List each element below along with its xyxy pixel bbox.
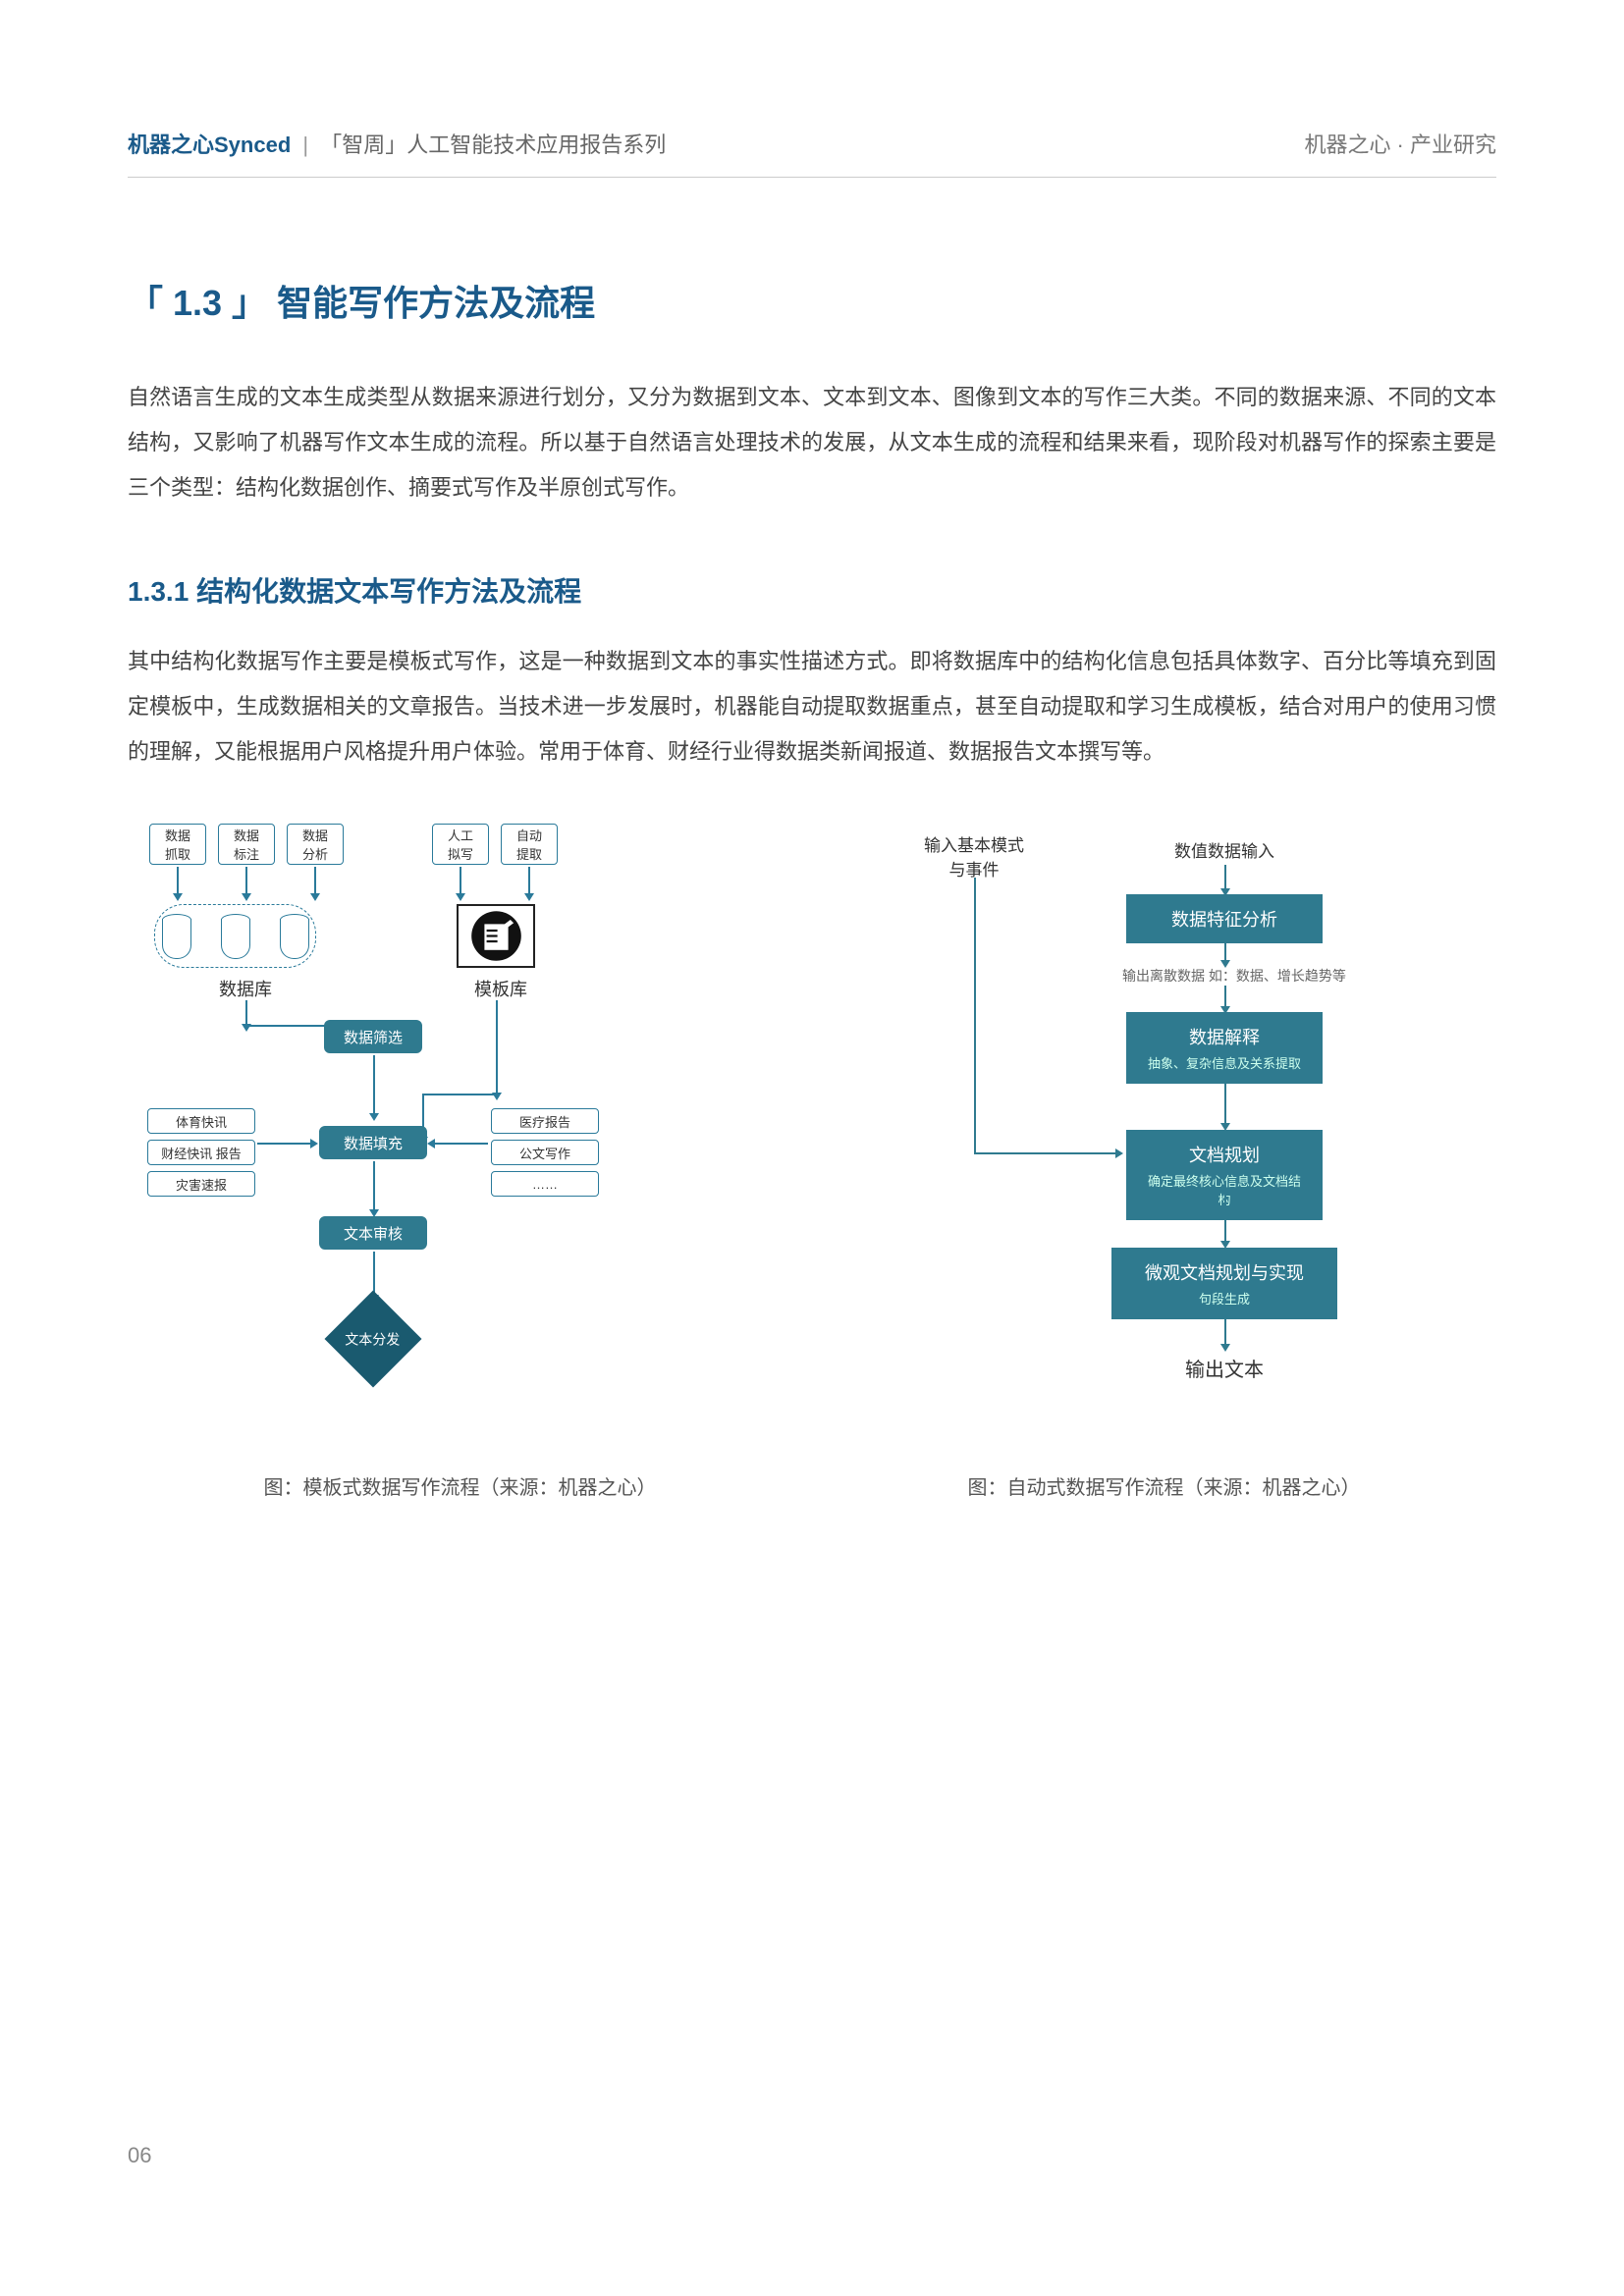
section-title-text: 智能写作方法及流程 xyxy=(277,283,595,323)
writing-icon xyxy=(469,909,523,963)
step-1-title: 数据特征分析 xyxy=(1171,906,1277,932)
content-area: 「 1.3 」 智能写作方法及流程 自然语言生成的文本生成类型从数据来源进行划分… xyxy=(128,275,1496,1500)
diagram-left-caption: 图：模板式数据写作流程（来源：机器之心） xyxy=(264,1471,657,1500)
arrow xyxy=(1224,1310,1226,1345)
diagram-right: 输入基本模式 与事件 数值数据输入 数据特征分析 输出离散数据 如：数据、增长趋… xyxy=(832,824,1496,1432)
section-intro: 自然语言生成的文本生成类型从数据来源进行划分，又分为数据到文本、文本到文本、图像… xyxy=(128,375,1496,511)
left-tag-2: 财经快讯 报告 xyxy=(147,1140,255,1165)
process-distribute: 文本分发 xyxy=(325,1291,422,1388)
arrow xyxy=(1224,865,1226,889)
right-tag-3: …… xyxy=(491,1171,599,1197)
step-3-title: 文档规划 xyxy=(1189,1142,1260,1167)
right-tag-2: 公文写作 xyxy=(491,1140,599,1165)
arrow xyxy=(245,1000,247,1025)
arrow xyxy=(1224,1193,1226,1242)
arrow xyxy=(314,867,316,894)
left-tag-3: 灾害速报 xyxy=(147,1171,255,1197)
header-left: 机器之心Synced | 「智周」人工智能技术应用报告系列 xyxy=(128,128,666,159)
diagram-left-column: 数据 抓取 数据 标注 数据 分析 人工 拟写 自动 提取 数据库 xyxy=(128,824,792,1500)
arrow xyxy=(1224,1075,1226,1124)
subsection-number: 1.3.1 xyxy=(128,576,189,607)
arrow xyxy=(177,867,179,894)
input-left: 输入基本模式 与事件 xyxy=(900,831,1048,881)
step-1: 数据特征分析 xyxy=(1126,894,1323,943)
arrow xyxy=(373,1161,375,1210)
diagram-right-column: 输入基本模式 与事件 数值数据输入 数据特征分析 输出离散数据 如：数据、增长趋… xyxy=(832,824,1496,1500)
arrow xyxy=(974,878,976,1152)
database-label: 数据库 xyxy=(196,976,295,1001)
step-4-sub: 句段生成 xyxy=(1199,1289,1250,1308)
header-right: 机器之心 · 产业研究 xyxy=(1304,128,1496,159)
template-library-icon xyxy=(457,904,535,968)
arrow xyxy=(1224,939,1226,961)
process-distribute-label: 文本分发 xyxy=(328,1330,416,1350)
arrow xyxy=(422,1094,496,1095)
template-label: 模板库 xyxy=(452,976,550,1001)
subsection-body: 其中结构化数据写作主要是模板式写作，这是一种数据到文本的事实性描述方式。即将数据… xyxy=(128,639,1496,775)
process-filter: 数据筛选 xyxy=(324,1020,422,1053)
arrow xyxy=(496,1000,498,1094)
brand-name: 机器之心Synced xyxy=(128,133,291,157)
step-2: 数据解释 抽象、复杂信息及关系提取 xyxy=(1126,1012,1323,1084)
subsection-title: 1.3.1 结构化数据文本写作方法及流程 xyxy=(128,570,1496,610)
step-2-sub: 抽象、复杂信息及关系提取 xyxy=(1148,1053,1301,1072)
top-box-3: 数据 分析 xyxy=(287,824,344,865)
header-divider: | xyxy=(302,133,308,157)
step-2-title: 数据解释 xyxy=(1189,1024,1260,1049)
top-box-2: 数据 标注 xyxy=(218,824,275,865)
input-right: 数值数据输入 xyxy=(1146,837,1303,862)
diagrams-row: 数据 抓取 数据 标注 数据 分析 人工 拟写 自动 提取 数据库 xyxy=(128,824,1496,1500)
arrow xyxy=(460,867,461,894)
diagram-left: 数据 抓取 数据 标注 数据 分析 人工 拟写 自动 提取 数据库 xyxy=(128,824,792,1432)
arrow xyxy=(257,1143,311,1145)
arrow xyxy=(528,867,530,894)
step-4: 微观文档规划与实现 句段生成 xyxy=(1111,1248,1337,1319)
top-box-5: 自动 提取 xyxy=(501,824,558,865)
subsection-title-text: 结构化数据文本写作方法及流程 xyxy=(196,576,581,607)
arrow xyxy=(373,1252,375,1296)
section-number: 「 1.3 」 xyxy=(128,283,267,323)
process-review: 文本审核 xyxy=(319,1216,427,1250)
arrow xyxy=(245,867,247,894)
diagram-right-caption: 图：自动式数据写作流程（来源：机器之心） xyxy=(968,1471,1361,1500)
page-number: 06 xyxy=(128,2143,151,2168)
output-text: 输出文本 xyxy=(1165,1354,1283,1382)
arrow xyxy=(434,1143,488,1145)
arrow xyxy=(1224,986,1226,1007)
top-box-4: 人工 拟写 xyxy=(432,824,489,865)
arrow xyxy=(373,1055,375,1114)
page-header: 机器之心Synced | 「智周」人工智能技术应用报告系列 机器之心 · 产业研… xyxy=(128,128,1496,178)
left-tag-1: 体育快讯 xyxy=(147,1108,255,1134)
arrow xyxy=(974,1152,1116,1154)
process-fill: 数据填充 xyxy=(319,1126,427,1159)
step-4-title: 微观文档规划与实现 xyxy=(1145,1259,1304,1285)
section-title: 「 1.3 」 智能写作方法及流程 xyxy=(128,275,1496,326)
top-box-1: 数据 抓取 xyxy=(149,824,206,865)
step-1-note: 输出离散数据 如：数据、增长趋势等 xyxy=(1087,966,1381,986)
series-name: 「智周」人工智能技术应用报告系列 xyxy=(320,133,666,157)
right-tag-1: 医疗报告 xyxy=(491,1108,599,1134)
